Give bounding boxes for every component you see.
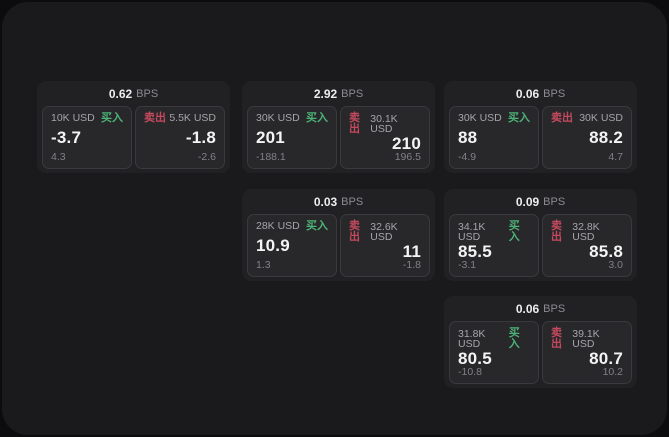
bps-value: 2.92 [313, 87, 338, 101]
sell-price: 85.8 [589, 242, 623, 261]
bps-suffix-label: BPS [543, 196, 566, 208]
card-header: 2.92 BPS [242, 81, 435, 105]
card-body: 30K USD 买入 201 -188.1 卖出 30.1K USD 210 1… [242, 105, 435, 174]
sell-amount: 5.5K USD [169, 112, 216, 125]
sell-panel[interactable]: 卖出 32.6K USD 11 -1.8 [340, 214, 430, 277]
buy-panel[interactable]: 31.8K USD 买入 80.5 -10.8 [449, 321, 539, 384]
buy-delta: -4.9 [458, 150, 477, 163]
sell-delta: 4.7 [608, 150, 623, 163]
sell-delta: -1.8 [402, 259, 421, 271]
buy-price: 88 [458, 128, 478, 148]
sell-delta: 3.0 [608, 259, 623, 271]
quote-card-3: 0.06 BPS 30K USD 买入 88 -4.9 卖出 30K USD 8… [444, 81, 637, 173]
buy-price: -3.7 [51, 128, 82, 148]
sell-price: 11 [402, 242, 421, 261]
buy-label: 买入 [306, 112, 328, 124]
sell-amount: 32.8K USD [572, 220, 600, 243]
sell-label: 卖出 [349, 220, 360, 243]
buy-label: 买入 [508, 327, 520, 350]
buy-delta: 1.3 [256, 258, 271, 271]
buy-price: 85.5 [458, 242, 492, 261]
buy-panel[interactable]: 28K USD 买入 10.9 1.3 [247, 214, 337, 277]
bps-suffix-label: BPS [543, 88, 566, 100]
bps-value: 0.62 [108, 87, 133, 101]
bps-value: 0.06 [515, 302, 540, 316]
buy-panel[interactable]: 10K USD 买入 -3.7 4.3 [42, 106, 132, 169]
sell-panel[interactable]: 卖出 30.1K USD 210 196.5 [340, 106, 430, 169]
sell-price: 80.7 [589, 349, 623, 368]
buy-amount: 34.1K USD [458, 220, 486, 243]
card-body: 34.1K USD 买入 85.5 -3.1 卖出 32.8K USD 85.8… [444, 213, 637, 282]
buy-price: 80.5 [458, 349, 492, 368]
buy-panel[interactable]: 30K USD 买入 201 -188.1 [247, 106, 337, 169]
card-body: 10K USD 买入 -3.7 4.3 卖出 5.5K USD -1.8 -2.… [37, 105, 230, 174]
bps-suffix-label: BPS [341, 196, 364, 208]
card-body: 28K USD 买入 10.9 1.3 卖出 32.6K USD 11 -1.8 [242, 213, 435, 282]
buy-price: 10.9 [256, 236, 290, 256]
card-header: 0.62 BPS [37, 81, 230, 105]
buy-delta: 4.3 [51, 150, 66, 163]
bps-value: 0.06 [515, 87, 540, 101]
sell-label: 卖出 [144, 112, 166, 124]
card-header: 0.09 BPS [444, 189, 637, 213]
sell-amount: 32.6K USD [370, 220, 398, 243]
buy-amount: 30K USD [256, 112, 300, 125]
card-body: 30K USD 买入 88 -4.9 卖出 30K USD 88.2 4.7 [444, 105, 637, 174]
quote-card-1: 0.62 BPS 10K USD 买入 -3.7 4.3 卖出 5.5K USD… [37, 81, 230, 173]
bps-suffix-label: BPS [341, 88, 364, 100]
sell-label: 卖出 [551, 112, 573, 124]
card-header: 0.06 BPS [444, 81, 637, 105]
buy-amount: 31.8K USD [458, 327, 486, 350]
buy-delta: -3.1 [458, 259, 477, 271]
sell-delta: 10.2 [602, 366, 623, 378]
buy-amount: 30K USD [458, 112, 502, 125]
sell-panel[interactable]: 卖出 32.8K USD 85.8 3.0 [542, 214, 632, 277]
quote-card-6: 0.06 BPS 31.8K USD 买入 80.5 -10.8 卖出 39.1… [444, 296, 637, 388]
buy-delta: -10.8 [458, 366, 482, 378]
bps-suffix-label: BPS [543, 303, 566, 315]
buy-price: 201 [256, 128, 285, 148]
sell-label: 卖出 [349, 112, 360, 135]
sell-panel[interactable]: 卖出 5.5K USD -1.8 -2.6 [135, 106, 225, 169]
buy-label: 买入 [101, 112, 123, 124]
quote-card-5: 0.09 BPS 34.1K USD 买入 85.5 -3.1 卖出 32.8K… [444, 189, 637, 281]
sell-amount: 30.1K USD [370, 112, 398, 135]
card-header: 0.03 BPS [242, 189, 435, 213]
bps-value: 0.03 [313, 195, 338, 209]
card-body: 31.8K USD 买入 80.5 -10.8 卖出 39.1K USD 80.… [444, 320, 637, 389]
sell-price: 88.2 [589, 128, 623, 148]
buy-label: 买入 [508, 112, 530, 124]
card-header: 0.06 BPS [444, 296, 637, 320]
buy-amount: 10K USD [51, 112, 95, 125]
sell-label: 卖出 [551, 220, 562, 243]
buy-label: 买入 [508, 220, 520, 243]
bps-suffix-label: BPS [136, 88, 159, 100]
sell-label: 卖出 [551, 327, 562, 350]
sell-amount: 30K USD [579, 112, 623, 125]
buy-panel[interactable]: 30K USD 买入 88 -4.9 [449, 106, 539, 169]
buy-label: 买入 [306, 220, 328, 232]
quote-card-2: 2.92 BPS 30K USD 买入 201 -188.1 卖出 30.1K … [242, 81, 435, 173]
sell-price: 210 [392, 134, 421, 153]
sell-amount: 39.1K USD [572, 327, 600, 350]
sell-panel[interactable]: 卖出 39.1K USD 80.7 10.2 [542, 321, 632, 384]
sell-price: -1.8 [185, 128, 216, 148]
bps-value: 0.09 [515, 195, 540, 209]
sell-delta: -2.6 [197, 150, 216, 163]
buy-delta: -188.1 [256, 150, 286, 163]
sell-delta: 196.5 [394, 151, 421, 163]
quote-card-4: 0.03 BPS 28K USD 买入 10.9 1.3 卖出 32.6K US… [242, 189, 435, 281]
sell-panel[interactable]: 卖出 30K USD 88.2 4.7 [542, 106, 632, 169]
buy-panel[interactable]: 34.1K USD 买入 85.5 -3.1 [449, 214, 539, 277]
buy-amount: 28K USD [256, 220, 300, 233]
